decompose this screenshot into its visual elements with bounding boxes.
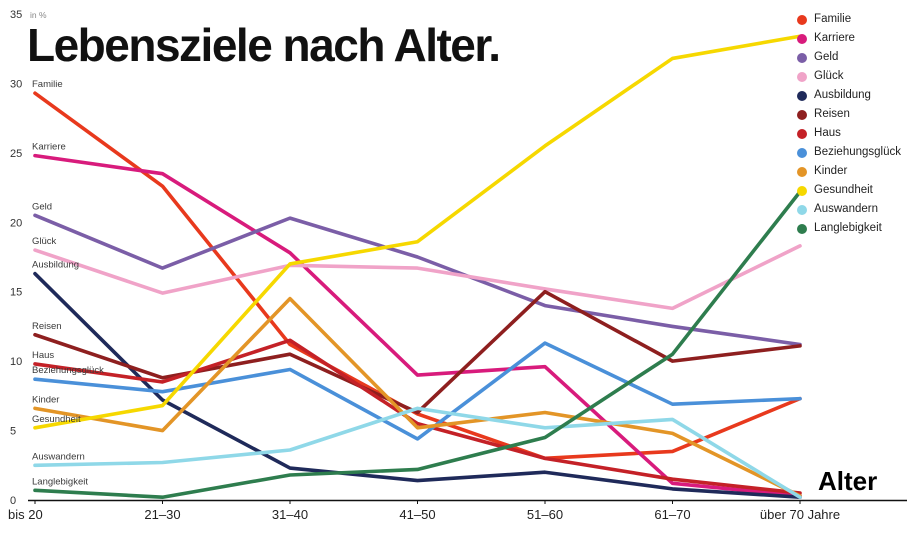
legend-label: Kinder <box>814 165 848 177</box>
legend-dot <box>797 223 808 234</box>
legend-dot <box>797 90 808 101</box>
series-start-label: Glück <box>32 236 57 247</box>
series-start-label: Reisen <box>32 321 62 332</box>
y-tick-label: 30 <box>10 78 22 90</box>
legend-label: Reisen <box>814 108 850 120</box>
series-line-karriere <box>33 153 802 498</box>
y-tick-label: 0 <box>10 495 16 507</box>
x-tick-label: 51–60 <box>527 507 563 522</box>
series-start-label: Auswandern <box>32 451 85 462</box>
legend-dot <box>797 185 808 196</box>
legend-label: Glück <box>814 70 844 82</box>
series-start-label: Ausbildung <box>32 260 79 271</box>
legend-dot <box>797 147 808 158</box>
series-start-label: Kinder <box>32 394 59 405</box>
legend-item: Langlebigkeit <box>797 222 901 235</box>
legend-label: Gesundheit <box>814 184 873 196</box>
series-line-ausbildung <box>33 271 802 500</box>
legend-item: Gesundheit <box>797 184 901 197</box>
legend-dot <box>797 71 808 82</box>
legend-dot <box>797 109 808 120</box>
legend-label: Familie <box>814 13 852 25</box>
x-tick-label: 21–30 <box>144 507 180 522</box>
legend-item: Ausbildung <box>797 89 901 102</box>
series-start-label: Langlebigkeit <box>32 476 88 487</box>
y-tick-label: 15 <box>10 287 22 299</box>
legend-dot <box>797 204 808 215</box>
y-tick-label: 25 <box>10 148 22 160</box>
y-tick-label: 35 <box>10 9 22 21</box>
series-line-auswandern <box>33 406 802 500</box>
x-tick-label: über 70 Jahre <box>760 507 840 522</box>
x-tick-label: 31–40 <box>272 507 308 522</box>
legend-dot <box>797 128 808 139</box>
legend-item: Reisen <box>797 108 901 121</box>
legend-label: Karriere <box>814 32 855 44</box>
series-start-label: Familie <box>32 79 63 90</box>
series-start-label: Karriere <box>32 142 66 153</box>
series-start-label: Haus <box>32 350 54 361</box>
x-axis-title: Alter <box>818 466 878 496</box>
series-line-haus <box>33 338 802 495</box>
x-tick-label: 61–70 <box>654 507 690 522</box>
series-line-geld <box>33 213 802 347</box>
legend-item: Geld <box>797 51 901 64</box>
legend-item: Kinder <box>797 165 901 178</box>
legend-label: Beziehungsglück <box>814 146 901 158</box>
y-axis-unit: in % <box>30 10 47 20</box>
series-line-langlebigkeit <box>33 189 802 500</box>
legend: Familie Karriere Geld Glück Ausbildung Reisen… <box>797 13 901 235</box>
y-tick-label: 20 <box>10 217 22 229</box>
legend-item: Auswandern <box>797 203 901 216</box>
x-tick-label: bis 20 <box>8 507 43 522</box>
legend-item: Haus <box>797 127 901 140</box>
series-line-kinder <box>33 296 802 498</box>
legend-item: Familie <box>797 13 901 26</box>
legend-label: Auswandern <box>814 203 878 215</box>
chart-title: Lebensziele nach Alter. <box>27 19 501 71</box>
series-start-label: Beziehungsglück <box>32 365 104 376</box>
legend-dot <box>797 52 808 63</box>
series-start-label: Gesundheit <box>32 414 81 425</box>
legend-label: Geld <box>814 51 839 63</box>
legend-dot <box>797 14 808 25</box>
legend-item: Beziehungsglück <box>797 146 901 159</box>
legend-item: Karriere <box>797 32 901 45</box>
legend-label: Langlebigkeit <box>814 222 882 234</box>
y-tick-label: 5 <box>10 426 16 438</box>
series-line-reisen <box>33 289 802 415</box>
legend-label: Ausbildung <box>814 89 871 101</box>
series-line-glück <box>33 244 802 311</box>
legend-label: Haus <box>814 127 841 139</box>
legend-dot <box>797 166 808 177</box>
series-line-beziehungsglück <box>33 341 802 441</box>
legend-dot <box>797 33 808 44</box>
legend-item: Glück <box>797 70 901 83</box>
x-tick-label: 41–50 <box>399 507 435 522</box>
series-start-label: Geld <box>32 201 52 212</box>
y-tick-label: 10 <box>10 356 22 368</box>
series-line-gesundheit <box>33 34 802 430</box>
